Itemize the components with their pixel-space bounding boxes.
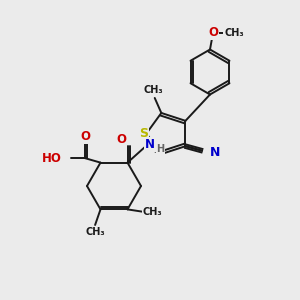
Text: S: S xyxy=(139,127,148,140)
Text: HO: HO xyxy=(42,152,62,165)
Text: O: O xyxy=(80,130,90,143)
Text: H: H xyxy=(156,144,165,154)
Text: CH₃: CH₃ xyxy=(224,28,244,38)
Text: CH₃: CH₃ xyxy=(143,85,163,94)
Text: O: O xyxy=(116,133,126,146)
Text: N: N xyxy=(145,138,155,151)
Text: O: O xyxy=(208,26,218,39)
Text: N: N xyxy=(209,146,220,159)
Text: CH₃: CH₃ xyxy=(142,207,162,217)
Text: CH₃: CH₃ xyxy=(85,227,105,238)
